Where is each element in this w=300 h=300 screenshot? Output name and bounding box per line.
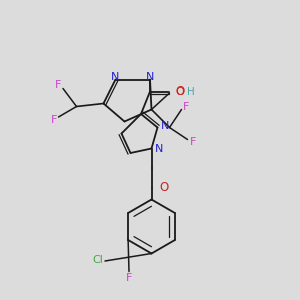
Text: N: N — [146, 72, 154, 82]
Text: O: O — [159, 181, 168, 194]
Text: F: F — [51, 115, 57, 125]
Text: O: O — [176, 85, 185, 98]
Text: N: N — [160, 121, 169, 131]
Text: Cl: Cl — [92, 255, 103, 265]
Text: H: H — [187, 86, 194, 97]
Text: N: N — [154, 143, 163, 154]
Text: O: O — [175, 87, 184, 98]
Text: N: N — [111, 72, 120, 82]
Text: F: F — [190, 137, 196, 147]
Text: F: F — [183, 101, 189, 112]
Text: F: F — [55, 80, 62, 90]
Text: F: F — [126, 273, 132, 283]
